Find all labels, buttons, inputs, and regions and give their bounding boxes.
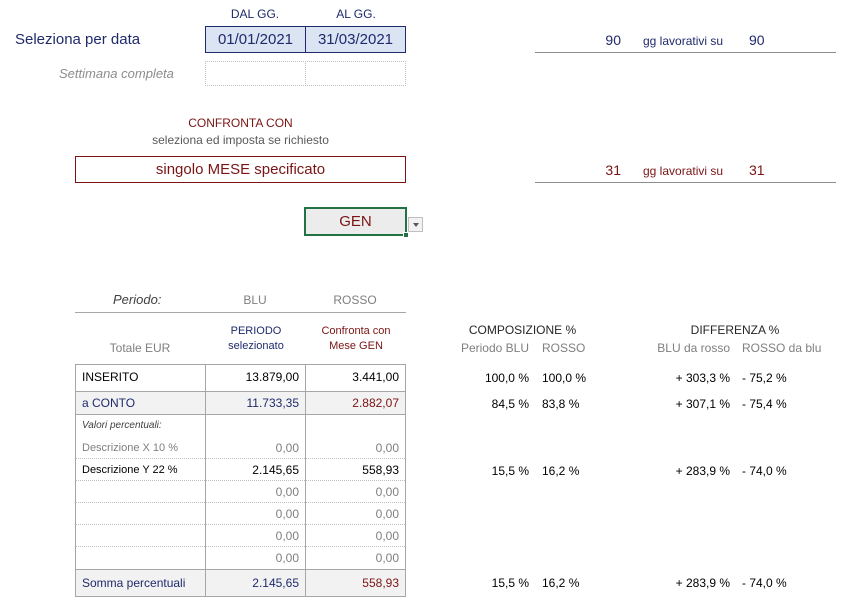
row-divider [76,569,405,570]
chevron-down-icon [413,223,419,227]
row-somma-rosso[interactable]: 558,93 [362,576,399,590]
row-valori-label: Valori percentuali: [82,420,162,431]
diff-rosso-desc-y: - 74,0 % [742,464,787,478]
comp-blu-desc-y: 15,5 % [491,464,529,478]
week-divider [305,61,306,86]
compare-days-underline [535,182,836,183]
days-total: 90 [749,32,765,48]
month-dropdown-button[interactable] [408,217,423,232]
dal-header: DAL GG. [230,7,280,21]
col-divider-conto-2 [305,392,306,414]
week-complete-label: Settimana completa [59,66,174,81]
col-divider-conto-1 [205,392,206,414]
date-divider [305,27,306,52]
diff-rosso-somma: - 74,0 % [742,576,787,590]
blu-sub-label: PERIODO selezionato [228,325,284,352]
row-divider [76,414,405,415]
difference-blu-label: BLU da rosso [657,341,730,355]
row-empty-4-rosso[interactable]: 0,00 [375,551,399,565]
fill-handle[interactable] [403,232,409,238]
select-by-date-label: Seleziona per data [15,31,141,48]
comp-rosso-desc-y: 16,2 % [542,464,580,478]
row-divider [76,481,405,503]
rosso-sub-label: Confronta con Mese GEN [321,325,391,352]
diff-blu-conto: + 307,1 % [675,397,730,411]
row-empty-2-blu[interactable]: 0,00 [275,507,299,521]
month-value: GEN [339,213,372,230]
row-empty-4-blu[interactable]: 0,00 [275,551,299,565]
row-conto-rosso[interactable]: 2.882,07 [352,396,399,410]
diff-blu-inserito: + 303,3 % [675,371,730,385]
days-text: gg lavorativi su [643,34,724,48]
difference-title: DIFFERENZA % [690,323,780,337]
row-empty-3-blu[interactable]: 0,00 [275,529,299,543]
composition-rosso-label: ROSSO [542,341,586,355]
comp-blu-inserito: 100,0 % [484,371,529,385]
row-desc-x-rosso[interactable]: 0,00 [375,441,399,455]
diff-rosso-conto: - 75,4 % [742,397,787,411]
row-somma-label: Somma percentuali [82,576,186,590]
col-divider-somma-2 [305,570,306,596]
comp-rosso-somma: 16,2 % [542,576,580,590]
data-table [75,364,406,597]
row-divider [76,437,405,459]
date-to-input[interactable]: 31/03/2021 [317,31,394,48]
compare-mode-value: singolo MESE specificato [155,161,326,178]
comp-rosso-inserito: 100,0 % [542,371,587,385]
row-somma-bg [76,570,405,596]
comp-rosso-conto: 83,8 % [542,397,580,411]
days-count: 90 [605,32,621,48]
row-divider [76,391,405,392]
compare-title: CONFRONTA CON [188,116,293,130]
diff-rosso-inserito: - 75,2 % [742,371,787,385]
row-conto-blu[interactable]: 11.733,35 [246,396,300,410]
row-divider [76,525,405,547]
row-desc-y-rosso[interactable]: 558,93 [362,463,399,477]
compare-mode-select[interactable] [75,156,406,183]
rosso-label: ROSSO [333,293,377,307]
row-desc-x-blu[interactable]: 0,00 [275,441,299,455]
row-conto-bg [76,392,405,414]
row-empty-3-rosso[interactable]: 0,00 [375,529,399,543]
row-empty-1-blu[interactable]: 0,00 [275,485,299,499]
comp-blu-somma: 15,5 % [491,576,529,590]
row-divider [76,459,405,481]
diff-blu-somma: + 283,9 % [675,576,730,590]
blu-label: BLU [243,293,267,307]
compare-subtitle: seleziona ed imposta se richiesto [152,133,329,147]
compare-days-text: gg lavorativi su [643,164,724,178]
al-header: AL GG. [336,7,376,21]
row-somma-blu[interactable]: 2.145,65 [252,576,299,590]
row-empty-1-rosso[interactable]: 0,00 [375,485,399,499]
header-rule [75,312,406,313]
totale-label: Totale EUR [109,341,171,355]
composition-title: COMPOSIZIONE % [468,323,577,337]
compare-days-total: 31 [749,162,765,178]
diff-blu-desc-y: + 283,9 % [675,464,730,478]
days-underline [535,52,836,53]
row-inserito-label: INSERITO [82,370,139,384]
row-desc-y-blu[interactable]: 2.145,65 [252,463,299,477]
row-empty-2-rosso[interactable]: 0,00 [375,507,399,521]
comp-blu-conto: 84,5 % [491,397,529,411]
periodo-label: Periodo: [113,292,162,307]
row-desc-y-label: Descrizione Y 22 % [82,464,178,476]
row-inserito-rosso[interactable]: 3.441,00 [352,370,399,384]
month-select[interactable] [304,207,407,236]
difference-rosso-label: ROSSO da blu [742,341,822,355]
row-conto-label: a CONTO [82,396,136,410]
row-inserito-blu[interactable]: 13.879,00 [245,370,299,384]
compare-days-count: 31 [605,162,621,178]
row-desc-x-label: Descrizione X 10 % [82,442,178,454]
date-from-input[interactable]: 01/01/2021 [217,31,294,48]
composition-blu-label: Periodo BLU [460,341,529,355]
col-divider-somma-1 [205,570,206,596]
row-divider [76,503,405,525]
